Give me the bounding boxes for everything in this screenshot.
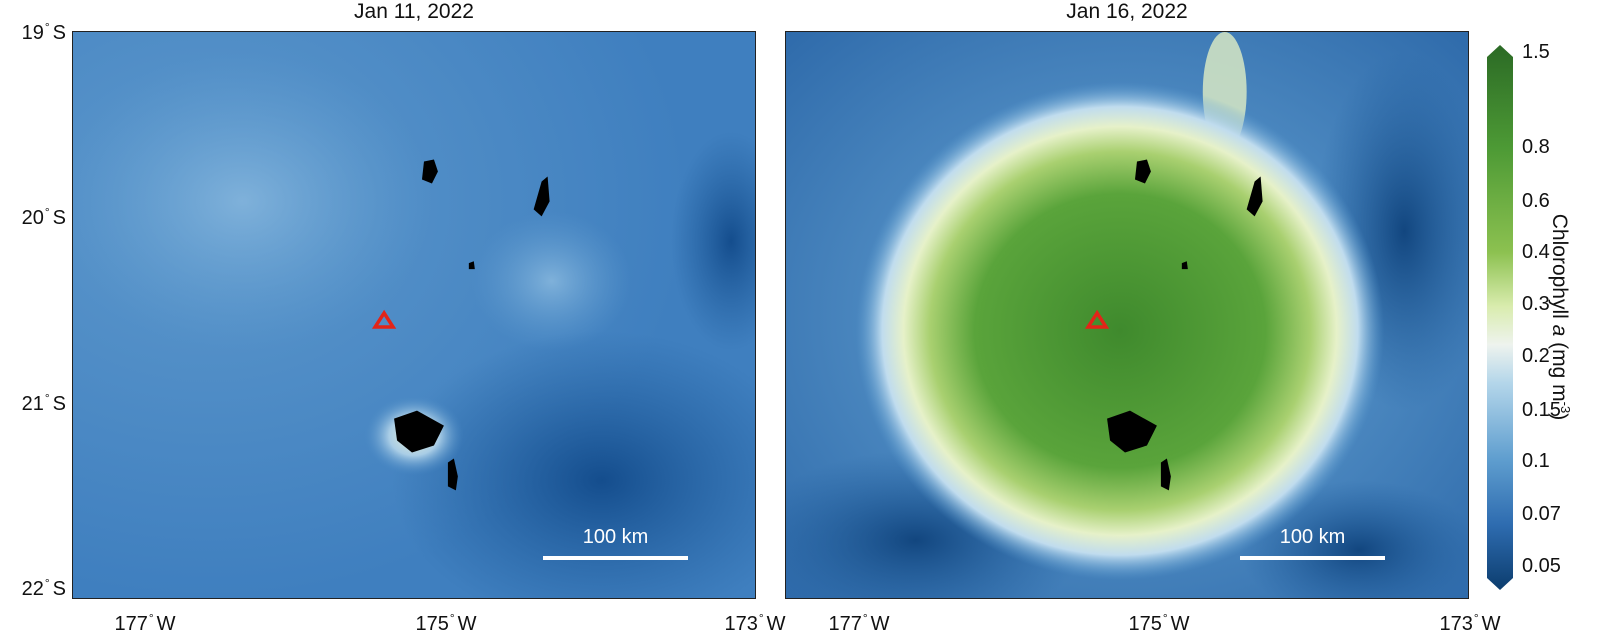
island-eua: [447, 458, 458, 491]
panel-title-jan-16: Jan 16, 2022: [1066, 0, 1188, 23]
scale-bar-label-right: 100 km: [1279, 526, 1346, 548]
lon-label-175w-right: 175° W: [1128, 611, 1190, 635]
lon-label-177w-right: 177° W: [828, 611, 890, 635]
map-panel-jan-11[interactable]: [72, 31, 756, 599]
lat-label-19s: 19° S: [21, 20, 66, 44]
colorbar-tick-0-07: 0.07: [1522, 503, 1561, 525]
lighter-water-patch: [471, 211, 632, 351]
panel-title-jan-11: Jan 11, 2022: [354, 0, 474, 23]
colorbar-tick-0-4: 0.4: [1522, 241, 1550, 263]
volcano-triangle-icon: [371, 309, 397, 329]
lon-label-175w-left: 175° W: [415, 611, 477, 635]
colorbar-tick-0-6: 0.6: [1522, 190, 1550, 212]
darker-water-patch: [671, 131, 755, 351]
island: [1134, 159, 1151, 184]
scale-bar-left: [543, 556, 688, 560]
island: [468, 261, 475, 270]
island: [533, 176, 550, 217]
colorbar-tick-0-15: 0.15: [1522, 399, 1561, 421]
chlorophyll-map-jan-16: [786, 32, 1468, 598]
colorbar-tick-0-05: 0.05: [1522, 555, 1561, 577]
lat-label-22s: 22° S: [21, 576, 66, 600]
colorbar-tick-0-8: 0.8: [1522, 136, 1550, 158]
map-panel-jan-16[interactable]: [785, 31, 1469, 599]
island-eua: [1160, 458, 1171, 491]
lighter-water-patch: [73, 51, 432, 351]
lon-label-173w-left: 173° W: [724, 611, 786, 635]
island: [1181, 261, 1188, 270]
island: [1246, 176, 1263, 217]
darker-water-patch: [392, 330, 755, 598]
island: [421, 159, 438, 184]
scale-bar-right: [1240, 556, 1385, 560]
island-tongatapu: [1107, 410, 1157, 453]
lat-label-20s: 20° S: [21, 205, 66, 229]
colorbar-tick-0-2: 0.2: [1522, 345, 1550, 367]
colorbar: [1487, 45, 1513, 590]
scale-bar-label-left: 100 km: [582, 526, 649, 548]
colorbar-title: Chlorophyll a (mg m-3): [1548, 213, 1573, 421]
island-tongatapu: [394, 410, 444, 453]
colorbar-gradient: [1487, 45, 1513, 590]
colorbar-tick-1-5: 1.5: [1522, 41, 1550, 63]
colorbar-tick-0-1: 0.1: [1522, 450, 1550, 472]
colorbar-tick-0-3: 0.3: [1522, 293, 1550, 315]
lon-label-177w-left: 177° W: [114, 611, 176, 635]
chlorophyll-map-jan-11: [73, 32, 755, 598]
lon-label-173w-right: 173° W: [1439, 611, 1501, 635]
volcano-triangle-icon: [1084, 309, 1110, 329]
lat-label-21s: 21° S: [21, 391, 66, 415]
phytoplankton-bloom: [855, 81, 1385, 581]
